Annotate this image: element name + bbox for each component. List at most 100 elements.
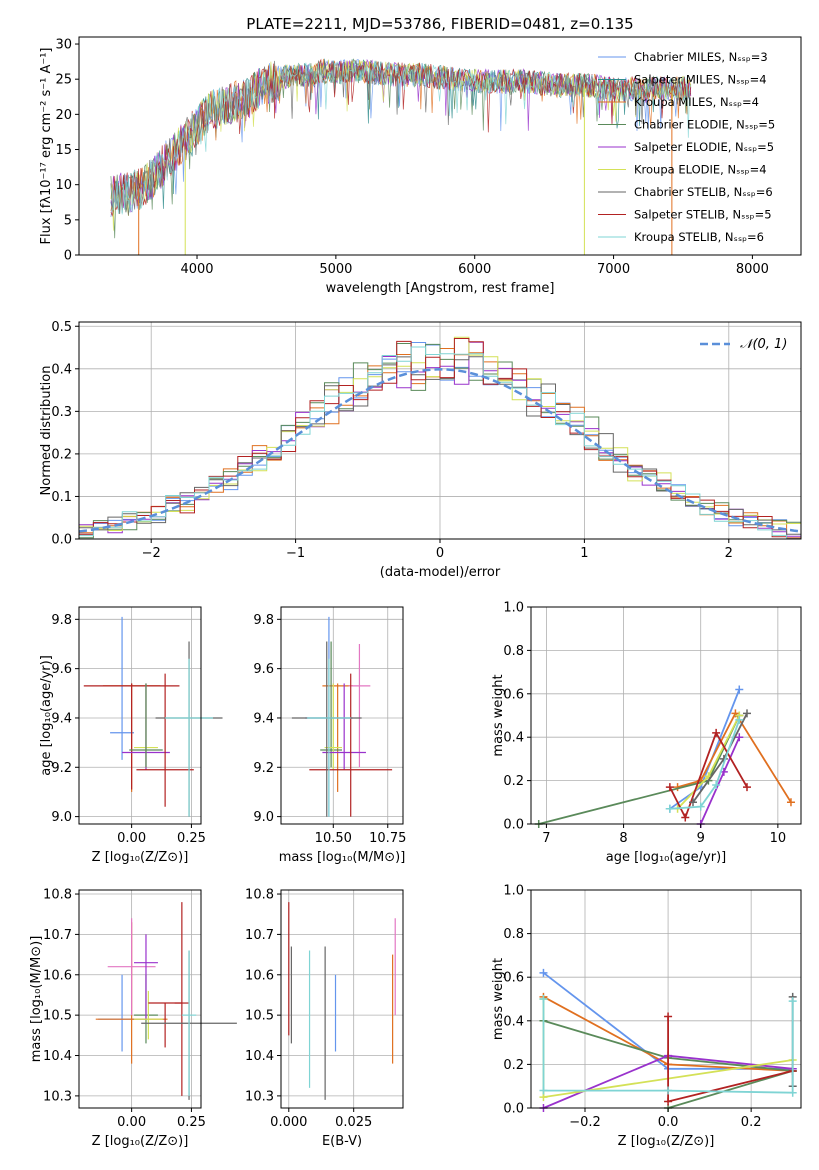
- x-tick-label: 5000: [319, 262, 352, 277]
- x-axis-label: Z [log₁₀(Z/Z⊙)]: [92, 1134, 189, 1149]
- x-tick-label: 2: [725, 546, 733, 561]
- x-axis-label: age [log₁₀(age/yr)]: [606, 850, 727, 865]
- series-marker: [788, 997, 797, 1006]
- y-tick-label: 10.6: [43, 968, 72, 983]
- legend-label: Kroupa ELODIE, Nₛₛₚ=4: [634, 163, 767, 177]
- y-axis-label: age [log₁₀(age/yr)]: [39, 655, 54, 776]
- spectrum-line: [110, 59, 692, 231]
- series-marker: [735, 685, 744, 694]
- y-tick-label: 0.1: [51, 490, 72, 505]
- x-axis-label: wavelength [Angstrom, rest frame]: [326, 281, 555, 296]
- y-tick-label: 9.0: [51, 810, 72, 825]
- y-tick-label: 9.0: [253, 810, 274, 825]
- series-marker: [681, 813, 690, 822]
- series-marker: [786, 798, 795, 807]
- legend-label: Chabrier MILES, Nₛₛₚ=3: [634, 50, 768, 64]
- y-tick-label: 1.0: [503, 884, 524, 899]
- y-tick-label: 10.5: [245, 1009, 274, 1024]
- y-tick-label: 15: [55, 143, 72, 158]
- series-marker: [735, 733, 744, 742]
- series-marker: [664, 1012, 673, 1021]
- chart-age-vs-Z: 0.00 0.25 9.0 9.2 9.4 9.6 9.8 Z [log₁₀(Z/Z⊙)] ag…: [39, 606, 223, 865]
- spectrum-line: [110, 60, 691, 215]
- series-marker: [539, 1086, 548, 1095]
- y-tick-label: 10.3: [245, 1089, 274, 1104]
- series-marker: [743, 709, 751, 718]
- y-tick-label: 10.4: [245, 1049, 274, 1064]
- y-tick-label: 0.4: [503, 731, 524, 746]
- x-tick-label: 0.25: [177, 1115, 206, 1130]
- series-line: [538, 715, 741, 825]
- x-tick-label: −1: [286, 546, 305, 561]
- axes-frame: [78, 36, 802, 256]
- series-marker: [788, 1088, 797, 1097]
- x-axis-label: Z [log₁₀(Z/Z⊙)]: [618, 1134, 715, 1149]
- axes-frame: [280, 889, 404, 1109]
- y-tick-label: 30: [55, 38, 72, 53]
- axes-frame: [280, 606, 404, 825]
- y-tick-label: 9.2: [51, 761, 72, 776]
- y-tick-label: 9.8: [51, 613, 72, 628]
- y-tick-label: 10.5: [43, 1009, 72, 1024]
- y-tick-label: 0.2: [503, 1058, 524, 1073]
- y-tick-label: 20: [55, 108, 72, 123]
- series-marker: [665, 783, 674, 792]
- chart-age-vs-mass: 10.50 10.75 9.0 9.2 9.4 9.6 9.8 mass [log₁₀(M/M…: [253, 606, 406, 865]
- series-marker: [743, 783, 751, 792]
- y-tick-label: 10.4: [43, 1049, 72, 1064]
- series-marker: [664, 1086, 673, 1095]
- x-tick-label: 8000: [736, 262, 769, 277]
- x-axis-label: (data-model)/error: [380, 565, 501, 580]
- x-tick-label: 0.00: [117, 1115, 146, 1130]
- series-marker: [712, 728, 721, 737]
- gaussian-curve: [78, 368, 802, 533]
- y-tick-label: 25: [55, 73, 72, 88]
- x-tick-label: 10.50: [315, 831, 352, 846]
- chart-residuals: 𝒩(0, 1) −2 −1 0 1 2 0.0 0.1 0.2 0.3 0.4 0.5 (data-mo…: [39, 320, 802, 580]
- x-tick-label: 7000: [597, 262, 630, 277]
- y-tick-label: 0.8: [503, 644, 524, 659]
- y-axis-label: mass weight: [491, 674, 506, 756]
- y-tick-label: 10.8: [245, 888, 274, 903]
- axes-frame: [530, 889, 802, 1109]
- axes-frame: [78, 606, 202, 825]
- y-tick-label: 0.6: [503, 687, 524, 702]
- axes-frame: [78, 889, 202, 1109]
- y-tick-label: 0.0: [503, 1102, 524, 1117]
- legend-label: Kroupa STELIB, Nₛₛₚ=6: [634, 230, 764, 244]
- figure-title: PLATE=2211, MJD=53786, FIBERID=0481, z=0…: [246, 15, 633, 33]
- residual-histogram: [79, 346, 801, 540]
- y-tick-label: 9.8: [253, 613, 274, 628]
- x-tick-label: 9: [697, 831, 705, 846]
- y-axis-label: Flux [fλ10⁻¹⁷ erg cm⁻² s⁻¹ A⁻¹]: [39, 48, 54, 245]
- legend-label: Salpeter MILES, Nₛₛₚ=4: [634, 73, 767, 87]
- x-tick-label: 0.0: [658, 1115, 679, 1130]
- legend-label: Chabrier STELIB, Nₛₛₚ=6: [634, 185, 773, 199]
- y-tick-label: 0.2: [503, 774, 524, 789]
- series-line: [677, 711, 792, 803]
- legend-label: Salpeter ELODIE, Nₛₛₚ=5: [634, 140, 774, 154]
- y-tick-label: 0.6: [503, 971, 524, 986]
- x-axis-label: E(B-V): [322, 1134, 362, 1149]
- axes-frame: [530, 606, 802, 825]
- x-tick-label: 8: [619, 831, 627, 846]
- y-tick-label: 10.7: [43, 928, 72, 943]
- y-tick-label: 0.4: [51, 362, 72, 377]
- series-line: [669, 730, 748, 820]
- residual-histogram: [79, 338, 801, 539]
- x-tick-label: −2: [142, 546, 161, 561]
- y-tick-label: 0.0: [51, 533, 72, 548]
- y-tick-label: 10.8: [43, 888, 72, 903]
- series-marker: [696, 802, 705, 811]
- series-marker: [665, 804, 674, 813]
- x-tick-label: −0.2: [569, 1115, 601, 1130]
- y-tick-label: 0.2: [51, 447, 72, 462]
- x-tick-label: 0.00: [117, 831, 146, 846]
- x-tick-label: 0: [436, 546, 444, 561]
- y-tick-label: 10.3: [43, 1089, 72, 1104]
- x-tick-label: 0.2: [741, 1115, 762, 1130]
- x-tick-label: 4000: [180, 262, 213, 277]
- legend-label: Chabrier ELODIE, Nₛₛₚ=5: [634, 118, 775, 132]
- y-axis-label: mass weight: [491, 958, 506, 1040]
- x-axis-label: Z [log₁₀(Z/Z⊙)]: [92, 850, 189, 865]
